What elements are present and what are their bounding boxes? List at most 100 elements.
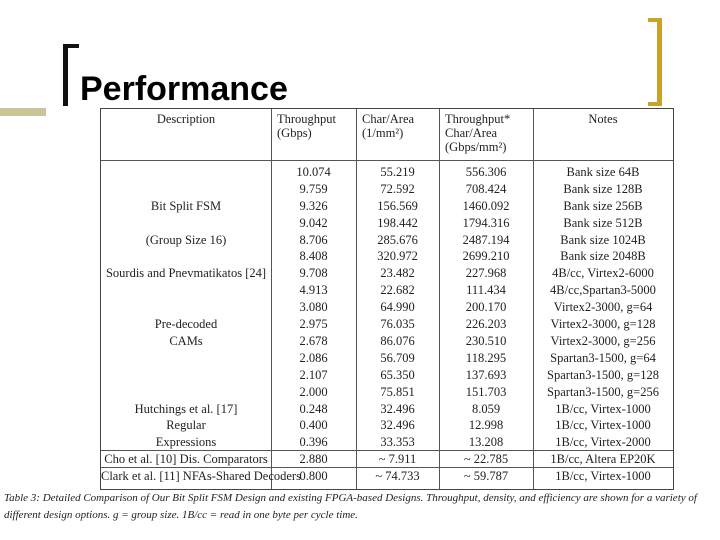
row-rule: [101, 450, 673, 452]
header-cell: Char/Area: [362, 112, 415, 126]
row-description: CAMs: [169, 333, 203, 348]
table-cell: 8.706: [299, 232, 328, 247]
table-cell: Spartan3-1500, g=128: [547, 367, 659, 382]
table-cell: 0.248: [299, 401, 328, 416]
right-bracket-top: [648, 18, 662, 22]
table-cell: 2.086: [299, 350, 328, 365]
row-description: Cho et al. [10] Dis. Comparators: [104, 452, 268, 467]
table-cell: 8.059: [471, 401, 501, 416]
table-cell: 22.682: [380, 283, 415, 298]
table-cell: 227.968: [465, 266, 507, 281]
table-cell: Bank size 512B: [563, 215, 643, 230]
table-cell: Virtex2-3000, g=256: [550, 333, 656, 348]
table-cell: 226.203: [465, 317, 507, 332]
right-bracket: [657, 18, 662, 106]
table-cell: 8.408: [299, 249, 328, 264]
table-cell: 1B/cc, Altera EP20K: [550, 452, 656, 467]
table-cell: 23.482: [380, 266, 415, 281]
table-cell: 1794.316: [462, 215, 510, 230]
table-cell: 4B/cc, Virtex2-6000: [552, 266, 654, 281]
column-rule: [271, 109, 272, 489]
table-cell: 0.396: [299, 435, 328, 450]
row-description: Bit Split FSM: [150, 198, 222, 213]
table-cell: 86.076: [380, 333, 415, 348]
table-cell: 0.400: [299, 418, 328, 433]
table-cell: 72.592: [380, 181, 415, 196]
table-cell: 151.703: [465, 384, 507, 399]
table-cell: 9.326: [299, 198, 328, 213]
right-bracket-bottom: [648, 102, 662, 106]
table-cell: 9.759: [299, 181, 328, 196]
table-cell: 137.693: [465, 367, 507, 382]
row-description: Regular: [166, 418, 206, 433]
table-cell: 9.042: [299, 215, 328, 230]
header-cell: Notes: [588, 112, 618, 126]
table-cell: ~ 74.733: [375, 469, 420, 484]
table-cell: Spartan3-1500, g=256: [547, 384, 659, 399]
accent-bar: [0, 108, 46, 116]
table-cell: 111.434: [466, 283, 506, 298]
table-cell: 64.990: [380, 300, 415, 315]
table-cell: ~ 22.785: [463, 452, 509, 467]
table-cell: 65.350: [380, 367, 415, 382]
table-cell: 2487.194: [462, 232, 510, 247]
table-cell: 10.074: [296, 164, 331, 179]
table-cell: 2699.210: [462, 249, 510, 264]
column-rule: [439, 109, 440, 489]
table-cell: Bank size 256B: [563, 198, 643, 213]
table-cell: 1B/cc, Virtex-1000: [555, 401, 651, 416]
table-cell: 76.035: [380, 317, 415, 332]
table-cell: 2.880: [299, 452, 328, 467]
table-cell: 1B/cc, Virtex-2000: [555, 435, 651, 450]
table-cell: Bank size 128B: [563, 181, 643, 196]
header-cell: (Gbps): [277, 126, 312, 140]
table-cell: 1460.092: [462, 198, 510, 213]
table-cell: 12.998: [468, 418, 504, 433]
left-bracket: [63, 44, 68, 106]
table-cell: 2.107: [299, 367, 328, 382]
table-cell: 75.851: [380, 384, 415, 399]
table-cell: 3.080: [299, 300, 328, 315]
table-cell: 2.000: [299, 384, 328, 399]
table-cell: 556.306: [465, 164, 507, 179]
table-cell: 118.295: [465, 350, 507, 365]
table-cell: 32.496: [380, 401, 415, 416]
table-cell: 4B/cc,Spartan3-5000: [550, 283, 656, 298]
table-cell: ~ 59.787: [463, 469, 509, 484]
table-cell: ~ 7.911: [378, 452, 417, 467]
table-cell: 9.708: [299, 266, 328, 281]
table-cell: 0.800: [299, 469, 328, 484]
table-cell: 200.170: [465, 300, 507, 315]
header-cell: Description: [156, 112, 216, 126]
row-description: (Group Size 16): [145, 232, 227, 247]
table-cell: 13.208: [468, 435, 504, 450]
table-cell: Virtex2-3000, g=64: [553, 300, 653, 315]
table-cell: 33.353: [380, 435, 415, 450]
table-cell: 198.442: [377, 215, 418, 230]
row-description: Expressions: [155, 435, 217, 450]
row-rule: [101, 467, 673, 469]
header-cell: Throughput*: [445, 112, 511, 126]
header-rule: [101, 160, 673, 161]
table: Description Throughput (Gbps) Char/Area (1/m…: [100, 108, 674, 490]
table-cell: Virtex2-3000, g=128: [550, 317, 656, 332]
table-cell: 156.569: [377, 198, 418, 213]
table-cell: 2.975: [299, 317, 328, 332]
column-rule: [356, 109, 357, 489]
table-cell: Spartan3-1500, g=64: [550, 350, 656, 365]
table-cell: 56.709: [380, 350, 415, 365]
table-cell: 2.678: [299, 333, 328, 348]
table-cell: 230.510: [465, 333, 507, 348]
table-cell: 32.496: [380, 418, 415, 433]
left-bracket-top: [63, 44, 79, 48]
row-description: Hutchings et al. [17]: [134, 401, 238, 416]
row-description: Sourdis and Pnevmatikatos [24]: [105, 266, 267, 281]
table-cell: Bank size 2048B: [560, 249, 646, 264]
column-rule: [533, 109, 534, 489]
header-cell: Throughput: [277, 112, 337, 126]
table-cell: 708.424: [465, 181, 507, 196]
table-cell: Bank size 1024B: [560, 232, 646, 247]
table-cell: 285.676: [377, 232, 418, 247]
row-description: Clark et al. [11] NFAs-Shared Decoders: [101, 469, 301, 484]
